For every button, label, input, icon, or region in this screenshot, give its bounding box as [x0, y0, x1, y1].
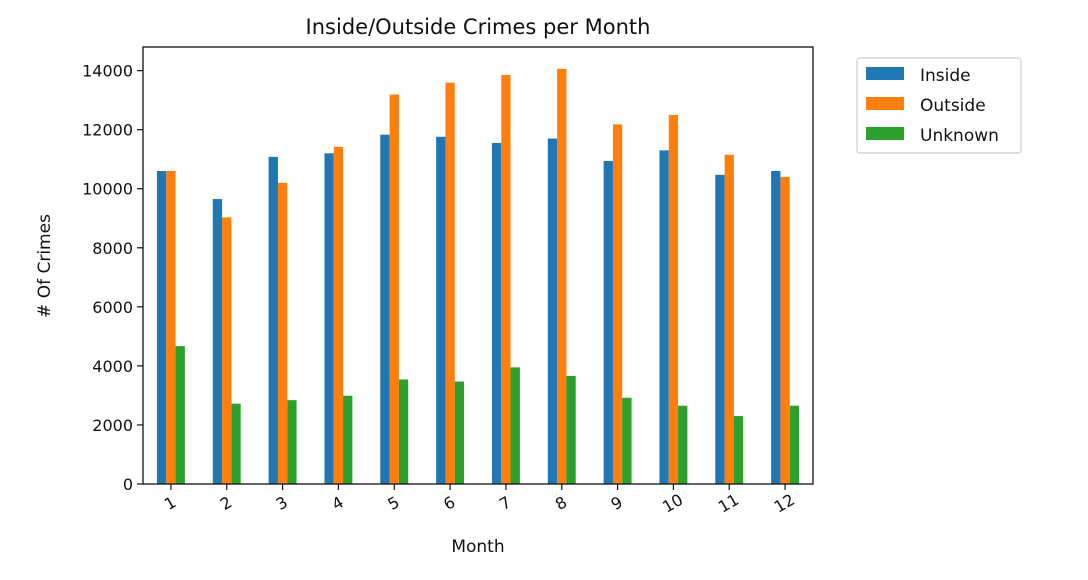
- bar-outside-10: [668, 114, 679, 484]
- y-tick-label: 6000: [92, 298, 133, 317]
- legend: Inside Outside Unknown: [856, 57, 1022, 154]
- chart-title: Inside/Outside Crimes per Month: [306, 15, 651, 39]
- bars-group: [156, 68, 800, 485]
- y-tick-label: 0: [123, 475, 133, 494]
- x-tick-label: 6: [440, 492, 458, 514]
- legend-label-unknown: Unknown: [920, 126, 999, 146]
- bar-inside-9: [603, 160, 613, 484]
- x-axis-label: Month: [451, 537, 504, 557]
- y-tick-label: 2000: [92, 416, 133, 435]
- x-tick-label: 7: [496, 492, 514, 514]
- bar-outside-7: [501, 75, 511, 485]
- bar-outside-9: [612, 124, 623, 485]
- bar-outside-11: [724, 154, 734, 484]
- bar-inside-2: [212, 199, 223, 484]
- x-tick-label: 10: [659, 490, 686, 517]
- x-tick-label: 9: [608, 492, 626, 514]
- y-tick-label: 4000: [92, 357, 133, 376]
- bar-unknown-4: [343, 395, 353, 484]
- legend-swatch-unknown: [866, 127, 904, 140]
- bar-unknown-1: [175, 346, 185, 484]
- x-tick-label: 11: [715, 490, 742, 517]
- bar-unknown-3: [287, 400, 297, 484]
- bar-unknown-7: [510, 367, 520, 484]
- bar-inside-7: [491, 142, 502, 484]
- bar-outside-3: [277, 182, 288, 484]
- bar-inside-5: [380, 134, 390, 484]
- bar-inside-6: [436, 136, 446, 484]
- bar-unknown-8: [566, 375, 576, 484]
- legend-label-inside: Inside: [920, 66, 971, 86]
- bar-unknown-5: [398, 379, 409, 484]
- y-tick-label: 10000: [82, 180, 133, 199]
- legend-label-outside: Outside: [920, 96, 986, 116]
- bar-inside-4: [324, 153, 334, 485]
- bar-outside-1: [166, 171, 176, 484]
- bar-unknown-6: [454, 381, 465, 484]
- y-tick-label: 14000: [82, 62, 133, 81]
- bar-outside-2: [222, 217, 232, 484]
- x-tick-label: 4: [329, 492, 347, 514]
- bar-inside-8: [547, 138, 558, 484]
- bar-inside-12: [771, 171, 781, 484]
- x-tick-label: 12: [771, 490, 798, 517]
- x-tick-label: 8: [552, 492, 570, 514]
- bar-outside-12: [780, 176, 790, 485]
- bar-unknown-11: [733, 416, 744, 484]
- x-tick-label: 1: [161, 492, 179, 514]
- bar-inside-10: [659, 150, 669, 484]
- bar-outside-6: [445, 82, 455, 484]
- bar-inside-11: [715, 174, 725, 484]
- bar-unknown-10: [678, 405, 688, 484]
- x-tick-label: 3: [273, 492, 291, 514]
- x-tick-label: 2: [217, 492, 235, 514]
- bar-outside-5: [389, 94, 399, 484]
- y-axis-ticks: 0 2000 4000 6000 8000 10000 12000 14000: [82, 62, 143, 494]
- x-axis-ticks: 1 2 3 4 5 6 7 8 9 10 11 12: [161, 484, 798, 517]
- bar-unknown-12: [789, 405, 800, 484]
- bar-inside-3: [268, 156, 278, 484]
- legend-swatch-inside: [866, 67, 904, 80]
- bar-outside-4: [333, 146, 344, 485]
- y-axis-label: # Of Crimes: [35, 214, 55, 318]
- legend-swatch-outside: [866, 97, 904, 110]
- plot-frame: [142, 46, 814, 485]
- bar-unknown-9: [622, 397, 632, 484]
- bar-unknown-2: [231, 403, 241, 484]
- y-tick-label: 12000: [82, 121, 133, 140]
- x-tick-label: 5: [384, 492, 402, 514]
- bar-inside-1: [156, 171, 167, 484]
- bar-outside-8: [557, 68, 567, 484]
- y-tick-label: 8000: [92, 239, 133, 258]
